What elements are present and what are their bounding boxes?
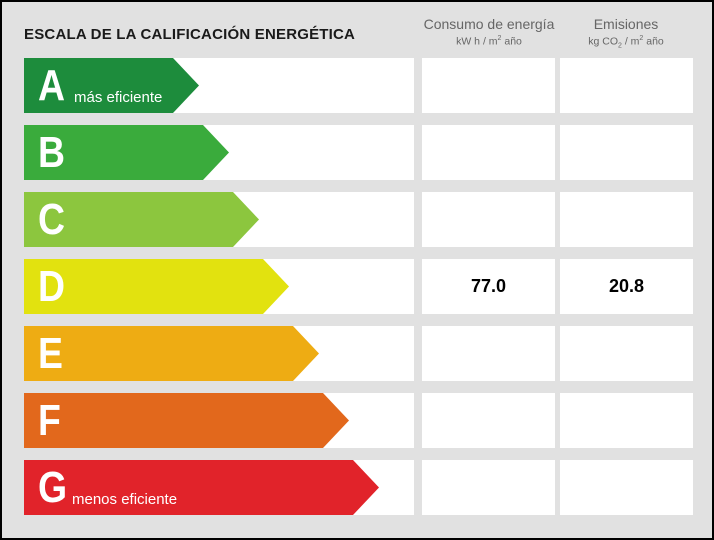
rating-letter: G xyxy=(38,463,68,512)
rating-arrow-shape xyxy=(24,192,259,247)
emissions-value-cell xyxy=(560,460,693,515)
rating-arrow-e: E xyxy=(24,326,319,381)
rating-arrow-shape xyxy=(24,259,289,314)
emissions-column-header: Emisiones kg CO2 / m2 año xyxy=(559,16,693,50)
energy-value-cell xyxy=(422,58,555,113)
rating-note: menos eficiente xyxy=(72,491,178,508)
rating-arrow-c: C xyxy=(24,192,259,247)
emissions-value-cell xyxy=(560,125,693,180)
rating-arrow-shape xyxy=(24,326,319,381)
energy-value-cell: 77.0 xyxy=(422,259,555,314)
energy-value-cell xyxy=(422,460,555,515)
emissions-value-cell xyxy=(560,58,693,113)
emissions-value-cell: 20.8 xyxy=(560,259,693,314)
emissions-column-label: Emisiones xyxy=(593,16,659,32)
rating-arrow-b: B xyxy=(24,125,229,180)
emissions-value-cell xyxy=(560,192,693,247)
rating-letter: C xyxy=(38,195,66,244)
energy-value-cell xyxy=(422,393,555,448)
rating-letter: D xyxy=(38,262,66,311)
energy-value-cell xyxy=(422,326,555,381)
energy-value-cell xyxy=(422,192,555,247)
energy-column-unit: kW h / m2 año xyxy=(456,35,522,48)
rating-letter: E xyxy=(38,329,63,378)
rating-arrow-d: D xyxy=(24,259,289,314)
emissions-value-cell xyxy=(560,326,693,381)
rating-arrow-shape xyxy=(24,393,349,448)
rating-arrow-shape xyxy=(24,58,199,113)
rating-note: más eficiente xyxy=(74,89,163,106)
rating-letter: B xyxy=(38,128,66,177)
rating-arrow-f: F xyxy=(24,393,349,448)
page-title: ESCALA DE LA CALIFICACIÓN ENERGÉTICA xyxy=(24,26,356,43)
rating-letter: F xyxy=(38,396,61,445)
rating-arrow-shape xyxy=(24,460,379,515)
energy-column-label: Consumo de energía xyxy=(423,16,555,32)
emissions-value-cell xyxy=(560,393,693,448)
rating-arrow-shape xyxy=(24,125,229,180)
emissions-column-unit: kg CO2 / m2 año xyxy=(588,35,664,50)
rating-letter: A xyxy=(38,61,66,110)
energy-column-header: Consumo de energía kW h / m2 año xyxy=(422,16,556,48)
energy-value-cell xyxy=(422,125,555,180)
